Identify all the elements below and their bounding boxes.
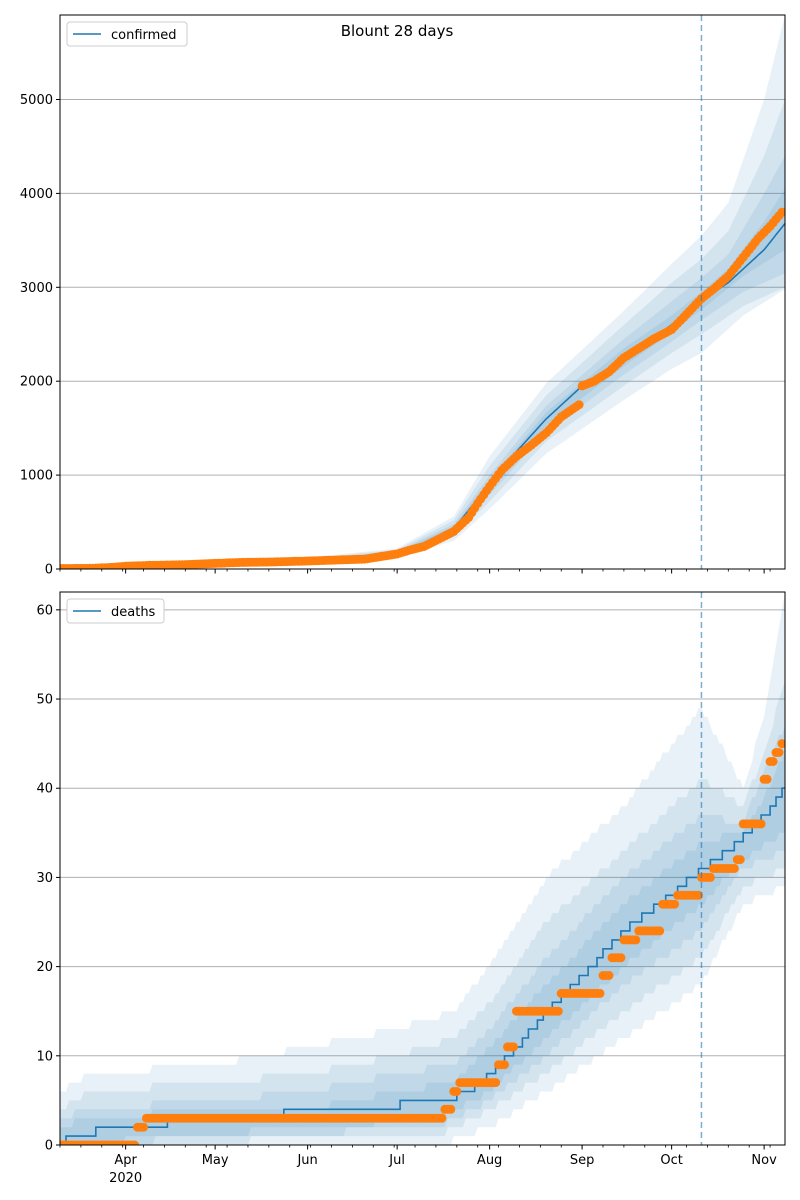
x-tick-sublabel: 2020 <box>109 1171 142 1186</box>
uncertainty-band-1 <box>60 592 785 1145</box>
axes-frame <box>59 591 786 1146</box>
x-tick-label: Jun <box>296 1153 317 1168</box>
y-tick-label: 30 <box>36 871 53 886</box>
chart-title: Blount 28 days <box>341 22 454 40</box>
x-tick-label: Sep <box>570 1153 595 1168</box>
observed-point <box>604 971 614 980</box>
x-tick-label: Aug <box>477 1153 502 1168</box>
y-tick-label: 50 <box>36 693 53 708</box>
x-tick-label: Nov <box>751 1153 777 1168</box>
uncertainty-band-3 <box>60 725 785 1145</box>
observed-point <box>655 926 665 936</box>
x-tick-label: Jul <box>388 1153 405 1168</box>
y-tick-label: 0 <box>45 563 53 578</box>
uncertainty-band-4 <box>60 752 785 1145</box>
observed-point <box>777 739 785 749</box>
y-tick-label: 10 <box>36 1049 53 1064</box>
x-tick-label: Apr <box>114 1153 137 1168</box>
observed-point <box>768 757 778 766</box>
legend-label: deaths <box>111 605 156 620</box>
observed-point <box>130 1140 140 1145</box>
observed-point <box>452 1087 462 1096</box>
bottom-panel: 0 10 20 30 40 50 60 Apr 2020 May Jun Jul Aug Sep Oct No… <box>36 591 786 1186</box>
plot-area <box>60 15 785 569</box>
y-tick-label: 4000 <box>20 187 53 202</box>
y-tick-label: 1000 <box>20 469 53 484</box>
y-tick-label: 2000 <box>20 375 53 390</box>
observed-point <box>777 207 785 217</box>
x-tick-label: Oct <box>660 1153 682 1168</box>
legend: deaths <box>66 598 165 624</box>
observed-point <box>774 748 784 757</box>
legend-box <box>66 598 165 624</box>
observed-point <box>705 872 715 882</box>
y-tick-label: 0 <box>45 1139 53 1154</box>
y-tick-label: 40 <box>36 782 53 797</box>
observed-point <box>670 899 680 909</box>
legend-label: confirmed <box>111 28 177 43</box>
observed-point <box>735 855 745 865</box>
observed-point <box>500 1060 509 1070</box>
y-tick-label: 20 <box>36 960 53 975</box>
axes-frame <box>59 14 786 570</box>
observed-point <box>762 774 772 784</box>
observed-point <box>491 1078 501 1088</box>
observed-point <box>437 1113 447 1123</box>
observed-point <box>729 864 739 873</box>
uncertainty-band-2 <box>60 681 785 1145</box>
observed-point <box>595 988 605 998</box>
observed-point <box>446 1104 456 1114</box>
top-panel: 0 1000 2000 3000 4000 5000 confirmed <box>20 14 786 578</box>
x-tick-label: May <box>202 1153 229 1168</box>
observed-point <box>631 935 641 945</box>
y-tick-label: 5000 <box>20 93 53 108</box>
legend: confirmed <box>66 21 188 47</box>
y-tick-label: 60 <box>36 603 53 618</box>
y-tick-label: 3000 <box>20 281 53 296</box>
observed-point <box>509 1042 518 1052</box>
uncertainty-band-4 <box>60 188 785 569</box>
uncertainty-band-2 <box>60 99 785 569</box>
observed-point <box>756 819 766 829</box>
uncertainty-band-3 <box>60 155 785 569</box>
observed-point <box>139 1122 148 1132</box>
legend-box <box>66 21 188 47</box>
observed-point <box>553 1006 563 1016</box>
observed-point <box>574 400 584 410</box>
plot-area <box>60 592 785 1145</box>
observed-point <box>616 953 626 963</box>
